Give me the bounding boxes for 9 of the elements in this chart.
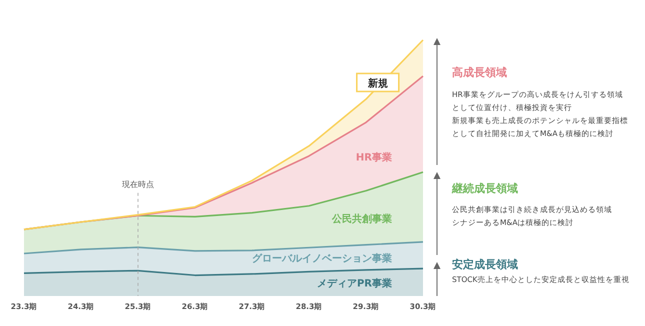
series-label: メディアPR事業 (316, 277, 392, 290)
text: 安定成長領域 (452, 258, 518, 271)
series-label: 公民共創事業 (331, 212, 392, 225)
series-label: 新規 (366, 77, 388, 90)
text: 高成長領域 (452, 66, 507, 79)
series-label: グローバルイノベーション事業 (252, 252, 392, 264)
text: 継続成長領域 (451, 182, 518, 195)
series-label: HR事業 (356, 152, 392, 164)
ref-line-label: 現在時点 (122, 180, 154, 189)
